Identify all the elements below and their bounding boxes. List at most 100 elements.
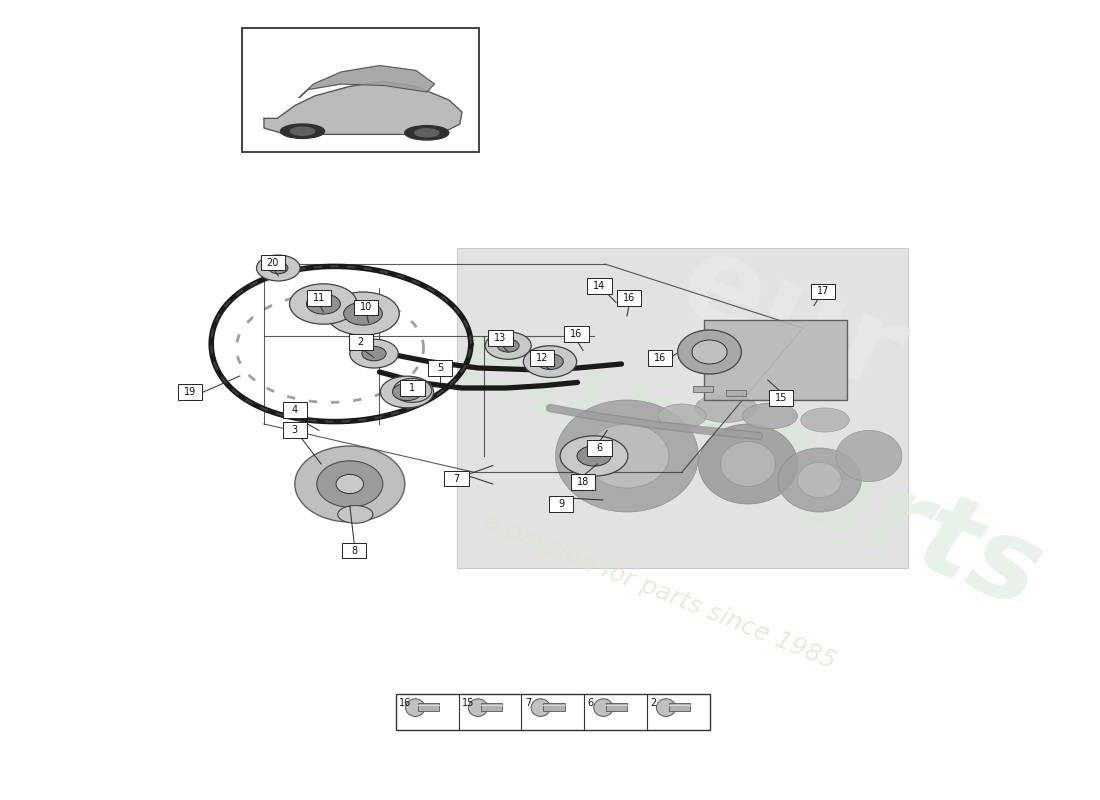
Polygon shape (299, 66, 435, 98)
Ellipse shape (556, 400, 698, 512)
Ellipse shape (798, 462, 842, 498)
Bar (342, 543, 366, 558)
Bar (648, 350, 672, 366)
Ellipse shape (295, 446, 405, 522)
Text: 5: 5 (437, 363, 443, 373)
Ellipse shape (280, 124, 324, 138)
Ellipse shape (362, 346, 386, 361)
Bar (444, 471, 469, 486)
Text: 16: 16 (623, 293, 636, 302)
Text: 18: 18 (576, 477, 590, 486)
Ellipse shape (268, 262, 288, 274)
Ellipse shape (403, 384, 422, 397)
Bar (693, 386, 713, 392)
Text: 16: 16 (653, 353, 667, 362)
Bar (606, 702, 627, 710)
Bar (400, 381, 425, 396)
Ellipse shape (658, 404, 706, 428)
Ellipse shape (394, 378, 431, 402)
Ellipse shape (337, 474, 363, 494)
Ellipse shape (657, 699, 675, 717)
Ellipse shape (290, 127, 315, 135)
Ellipse shape (350, 339, 398, 368)
Bar (354, 300, 378, 315)
Text: eur: eur (663, 222, 921, 418)
Bar (543, 702, 564, 710)
Bar (549, 497, 573, 512)
Ellipse shape (778, 448, 861, 512)
Ellipse shape (343, 302, 383, 325)
Bar (307, 290, 331, 306)
Ellipse shape (695, 394, 757, 422)
Ellipse shape (497, 339, 519, 352)
Bar (242, 28, 478, 152)
Ellipse shape (469, 699, 487, 717)
Ellipse shape (678, 330, 741, 374)
Bar (178, 385, 202, 400)
Text: 13: 13 (494, 333, 507, 342)
Text: 7: 7 (453, 474, 460, 483)
Text: a passion for parts since 1985: a passion for parts since 1985 (481, 510, 839, 674)
Ellipse shape (585, 424, 669, 488)
Ellipse shape (381, 376, 433, 408)
Bar (396, 694, 710, 730)
Text: 19: 19 (184, 387, 197, 397)
Text: 12: 12 (536, 353, 549, 362)
Bar (418, 702, 439, 710)
Ellipse shape (405, 126, 449, 140)
Text: 15: 15 (462, 698, 474, 709)
Ellipse shape (801, 408, 849, 432)
Ellipse shape (415, 129, 439, 137)
Ellipse shape (698, 424, 798, 504)
Bar (617, 290, 641, 306)
Ellipse shape (289, 284, 358, 324)
Bar (769, 390, 793, 406)
Text: 2: 2 (358, 337, 364, 346)
Bar (669, 702, 690, 710)
Text: 6: 6 (596, 443, 603, 453)
Text: 4: 4 (292, 405, 298, 414)
Bar (481, 702, 502, 710)
Bar (564, 326, 589, 342)
Ellipse shape (338, 506, 373, 523)
Ellipse shape (307, 294, 340, 314)
Ellipse shape (578, 446, 610, 466)
Text: 15: 15 (774, 393, 788, 402)
Polygon shape (264, 82, 462, 134)
Ellipse shape (256, 255, 300, 281)
Ellipse shape (537, 354, 563, 370)
Ellipse shape (692, 340, 727, 364)
Text: 17: 17 (816, 286, 829, 296)
Text: 9: 9 (558, 499, 564, 509)
Text: 20: 20 (266, 258, 279, 267)
Ellipse shape (720, 442, 775, 486)
Bar (428, 361, 452, 376)
Text: 7: 7 (525, 698, 531, 709)
Bar (811, 284, 835, 299)
Bar (283, 402, 307, 418)
Bar (571, 474, 595, 490)
Text: 1: 1 (409, 383, 416, 393)
Bar (456, 248, 908, 568)
Ellipse shape (836, 430, 902, 482)
Ellipse shape (327, 292, 399, 335)
Bar (488, 330, 513, 346)
Ellipse shape (393, 383, 421, 401)
Bar (261, 255, 285, 270)
Text: 3: 3 (292, 425, 298, 434)
Bar (283, 422, 307, 438)
Bar (530, 350, 554, 366)
Ellipse shape (406, 699, 425, 717)
Ellipse shape (524, 346, 576, 378)
Text: 14: 14 (593, 281, 606, 290)
Text: euroParts: euroParts (438, 296, 1058, 632)
Ellipse shape (742, 403, 797, 429)
Text: 6: 6 (587, 698, 594, 709)
Ellipse shape (317, 461, 383, 507)
Text: 10: 10 (360, 302, 373, 312)
Text: 16: 16 (399, 698, 411, 709)
Text: 8: 8 (351, 546, 358, 555)
Bar (587, 441, 612, 456)
Bar (726, 390, 746, 396)
Bar (704, 320, 847, 400)
